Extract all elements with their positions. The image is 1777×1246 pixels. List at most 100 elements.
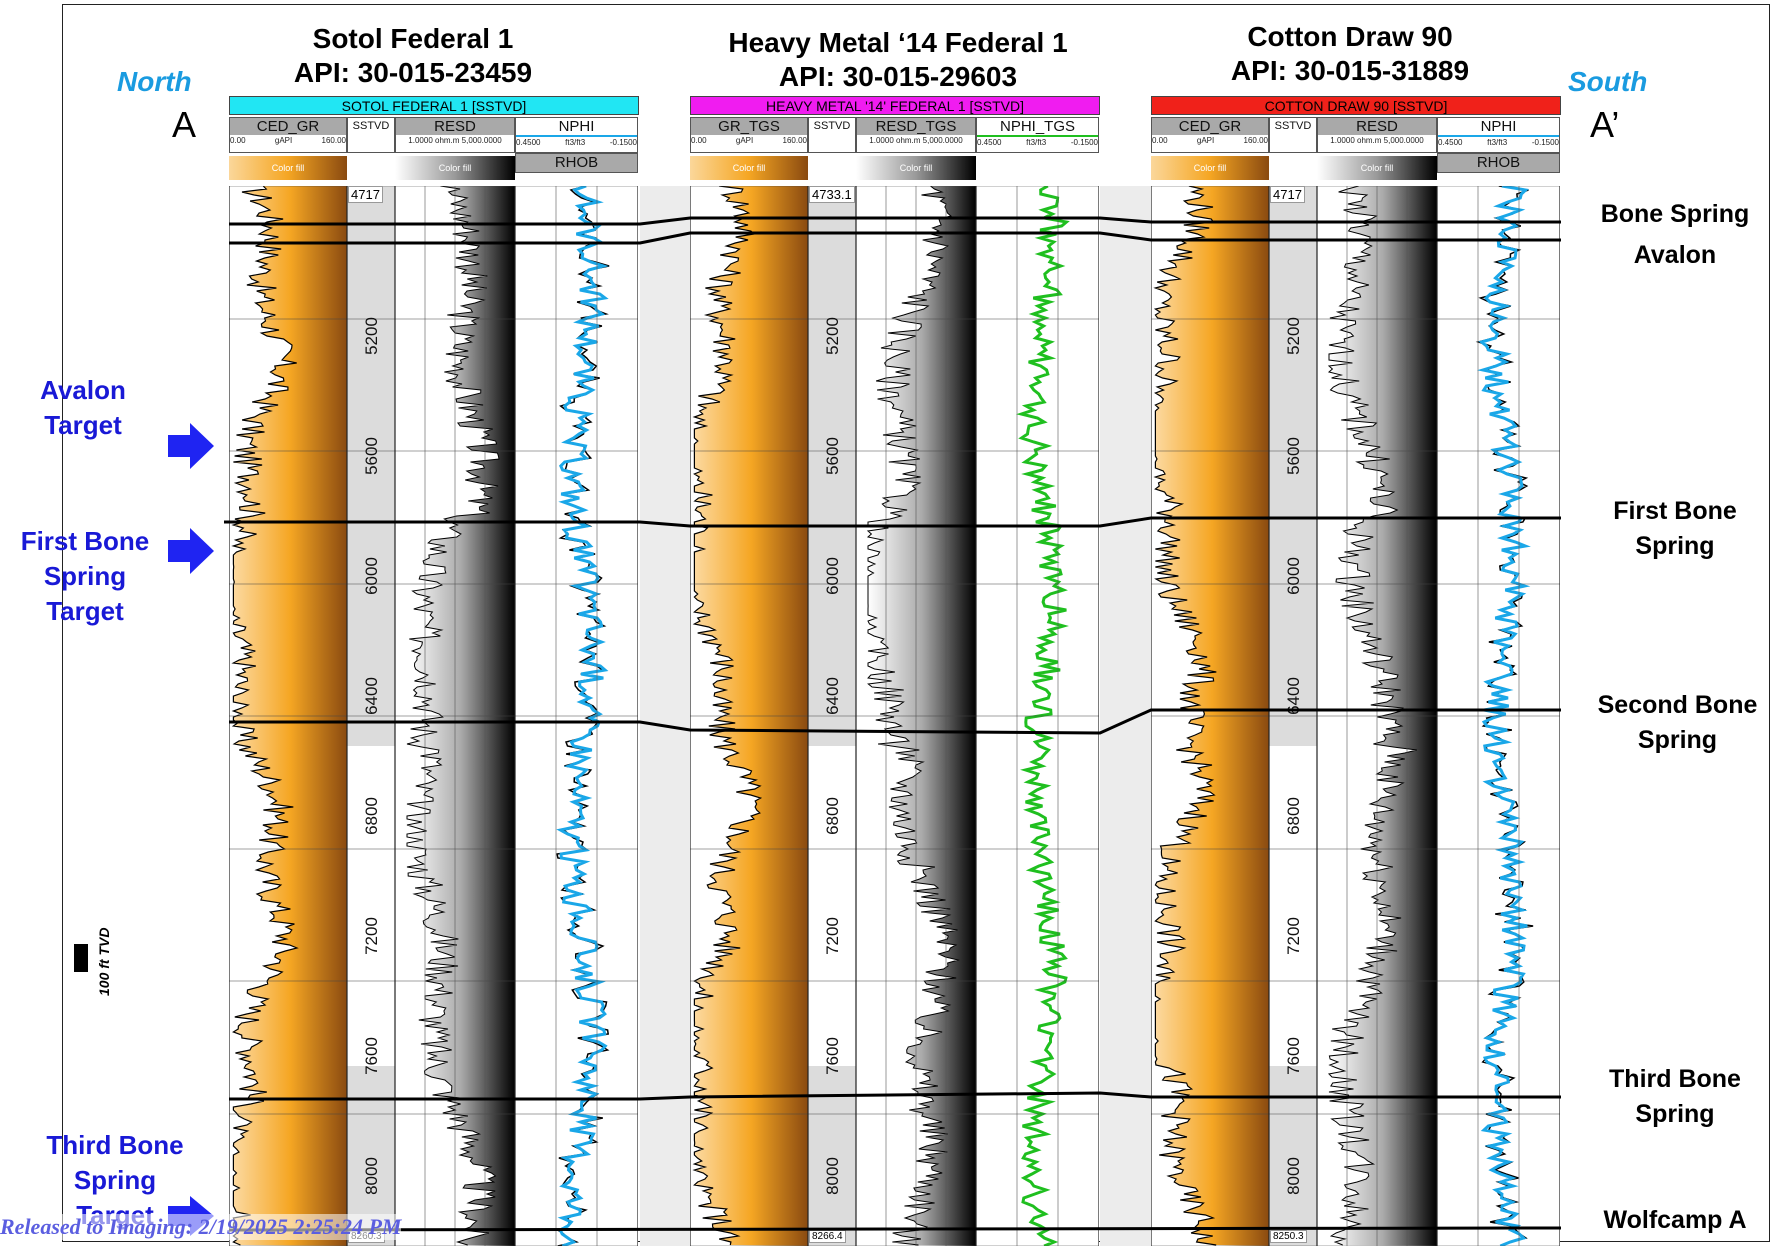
gr-curve bbox=[231, 186, 299, 1246]
depth-tick-label: 6000 bbox=[362, 557, 381, 595]
depth-tick-label: 8000 bbox=[362, 1157, 381, 1195]
first-bone-spring-target-arrow-icon bbox=[168, 528, 214, 574]
south-label: South bbox=[1568, 66, 1648, 97]
nphi-scale: 0.4500 ft3/ft3 -0.1500 bbox=[1438, 138, 1559, 147]
nphi-track-name: NPHI_TGS bbox=[977, 118, 1098, 137]
res-fill-swatch: Color fill bbox=[856, 156, 976, 180]
res-track-name: RESD bbox=[1318, 118, 1436, 135]
well-title-heavy-metal: Heavy Metal ‘14 Federal 1 API: 30-015-296… bbox=[728, 27, 1068, 92]
gr-curve bbox=[1153, 186, 1217, 1246]
nphi-track-name: NPHI bbox=[1438, 118, 1559, 137]
gr-track-header-heavy-metal: GR_TGS 0.00 gAPI 160.00 bbox=[690, 117, 808, 153]
wolfcamp-a-line bbox=[228, 1226, 1562, 1232]
first-bone-spring-line bbox=[224, 516, 1561, 528]
formation-avalon: Avalon bbox=[1633, 241, 1717, 269]
res-fill-swatch: Color fill bbox=[395, 156, 515, 180]
avalon-target-label: Avalon Target bbox=[40, 375, 126, 440]
rhob-track-header-sotol: RHOB bbox=[515, 153, 638, 173]
well-header-cotton-draw: COTTON DRAW 90 [SSTVD] bbox=[1151, 96, 1561, 115]
depth-tick-label: 7200 bbox=[1284, 917, 1303, 955]
depth-track-header-heavy-metal: SSTVD bbox=[808, 117, 856, 153]
well-gap bbox=[640, 186, 690, 1246]
formation-third-bone-spring: Third Bone Spring bbox=[1609, 1065, 1741, 1128]
depth-tick-label: 6800 bbox=[823, 797, 842, 835]
well-title-cotton-draw: Cotton Draw 90 API: 30-015-31889 bbox=[1230, 21, 1470, 86]
gr-scale: 0.00 gAPI 160.00 bbox=[1152, 136, 1268, 145]
depth-track-header-cotton-draw: SSTVD bbox=[1269, 117, 1317, 153]
section-start-letter: A bbox=[172, 104, 197, 145]
log-body-sotol: 5200 5600 6000 6400 6800 7200 7600 8000 bbox=[229, 186, 638, 1246]
gr-fill-swatch: Color fill bbox=[229, 156, 347, 180]
depth-track-name: SSTVD bbox=[348, 118, 394, 135]
res-curve bbox=[406, 186, 500, 1246]
res-track-header-heavy-metal: RESD_TGS 1.0000 ohm.m 5,000.0000 bbox=[856, 117, 976, 153]
res-scale: 1.0000 ohm.m 5,000.0000 bbox=[869, 136, 963, 145]
depth-track-name: SSTVD bbox=[1270, 118, 1316, 135]
second-bone-spring-line bbox=[229, 708, 1561, 735]
well-header-heavy-metal: HEAVY METAL '14' FEDERAL 1 [SSTVD] bbox=[690, 96, 1100, 115]
avalon-target-arrow-icon bbox=[168, 423, 214, 469]
section-end-letter: A’ bbox=[1590, 104, 1620, 145]
res-track-header-cotton-draw: RESD 1.0000 ohm.m 5,000.0000 bbox=[1317, 117, 1437, 153]
formation-second-bone-spring: Second Bone Spring bbox=[1597, 691, 1758, 754]
depth-tick-label: 5600 bbox=[362, 437, 381, 475]
depth-tick-label: 6800 bbox=[1284, 797, 1303, 835]
nphi-scale: 0.4500 ft3/ft3 -0.1500 bbox=[977, 138, 1098, 147]
depth-track-band bbox=[347, 746, 395, 1066]
res-track-name: RESD_TGS bbox=[857, 118, 975, 135]
bone-spring-top-line bbox=[229, 216, 1561, 226]
res-curve bbox=[866, 186, 961, 1246]
nphi-track-header-sotol: NPHI 0.4500 ft3/ft3 -0.1500 bbox=[515, 117, 638, 153]
res-curve bbox=[1327, 186, 1417, 1246]
res-fill-swatch: Color fill bbox=[1317, 156, 1437, 180]
third-bone-spring-line bbox=[229, 1091, 1561, 1101]
nphi-track-header-cotton-draw: NPHI 0.4500 ft3/ft3 -0.1500 bbox=[1437, 117, 1560, 153]
gr-track-header-cotton-draw: CED_GR 0.00 gAPI 160.00 bbox=[1151, 117, 1269, 153]
depth-tick-label: 7600 bbox=[823, 1037, 842, 1075]
depth-tick-label: 6000 bbox=[1284, 557, 1303, 595]
depth-tick-label: 6400 bbox=[1284, 677, 1303, 715]
nphi-scale: 0.4500 ft3/ft3 -0.1500 bbox=[516, 138, 637, 147]
depth-tick-label: 7200 bbox=[362, 917, 381, 955]
top-depth-marker: 4717 bbox=[348, 186, 383, 203]
log-body-heavy-metal: 5200 5600 6000 6400 6800 7200 7600 8000 bbox=[690, 186, 1099, 1246]
depth-tick-label: 8000 bbox=[823, 1157, 842, 1195]
gr-track-header-sotol: CED_GR 0.00 gAPI 160.00 bbox=[229, 117, 347, 153]
res-track-name: RESD bbox=[396, 118, 514, 135]
gr-scale: 0.00 gAPI 160.00 bbox=[230, 136, 346, 145]
released-to-imaging-stamp: Released to Imaging: 2/19/2025 2:25:24 P… bbox=[0, 1214, 402, 1240]
gr-track-name: GR_TGS bbox=[691, 118, 807, 135]
vertical-scale-bar bbox=[74, 944, 88, 972]
depth-tick-label: 5200 bbox=[823, 317, 842, 355]
well-header-sotol: SOTOL FEDERAL 1 [SSTVD] bbox=[229, 96, 639, 115]
depth-tick-label: 5600 bbox=[1284, 437, 1303, 475]
top-depth-marker: 4733.1 bbox=[809, 186, 855, 203]
vertical-scale-label: 100 ft TVD bbox=[96, 927, 112, 996]
formation-wolfcamp-a: Wolfcamp A bbox=[1603, 1206, 1747, 1234]
gr-fill-swatch: Color fill bbox=[690, 156, 808, 180]
formation-first-bone-spring: First Bone Spring bbox=[1613, 497, 1737, 560]
gr-track-name: CED_GR bbox=[230, 118, 346, 135]
depth-tick-label: 8000 bbox=[1284, 1157, 1303, 1195]
depth-tick-label: 7600 bbox=[1284, 1037, 1303, 1075]
north-label: North bbox=[117, 66, 192, 97]
res-scale: 1.0000 ohm.m 5,000.0000 bbox=[1330, 136, 1424, 145]
depth-tick-label: 6400 bbox=[823, 677, 842, 715]
depth-tick-label: 7200 bbox=[823, 917, 842, 955]
depth-tick-label: 7600 bbox=[362, 1037, 381, 1075]
depth-tick-label: 6800 bbox=[362, 797, 381, 835]
depth-track-band bbox=[1269, 746, 1317, 1066]
depth-tick-label: 5600 bbox=[823, 437, 842, 475]
rhob-track-header-cotton-draw: RHOB bbox=[1437, 153, 1560, 173]
depth-track-header-sotol: SSTVD bbox=[347, 117, 395, 153]
gr-scale: 0.00 gAPI 160.00 bbox=[691, 136, 807, 145]
avalon-top-line bbox=[229, 231, 1561, 245]
gr-curve bbox=[692, 186, 763, 1246]
first-bone-spring-target-label: First Bone Spring Target bbox=[20, 526, 150, 626]
log-body-cotton-draw: 5200 5600 6000 6400 6800 7200 7600 8000 bbox=[1151, 186, 1560, 1246]
depth-track-band bbox=[808, 746, 856, 1066]
res-scale: 1.0000 ohm.m 5,000.0000 bbox=[408, 136, 502, 145]
well-title-sotol: Sotol Federal 1 API: 30-015-23459 bbox=[293, 23, 533, 88]
depth-tick-label: 6000 bbox=[823, 557, 842, 595]
